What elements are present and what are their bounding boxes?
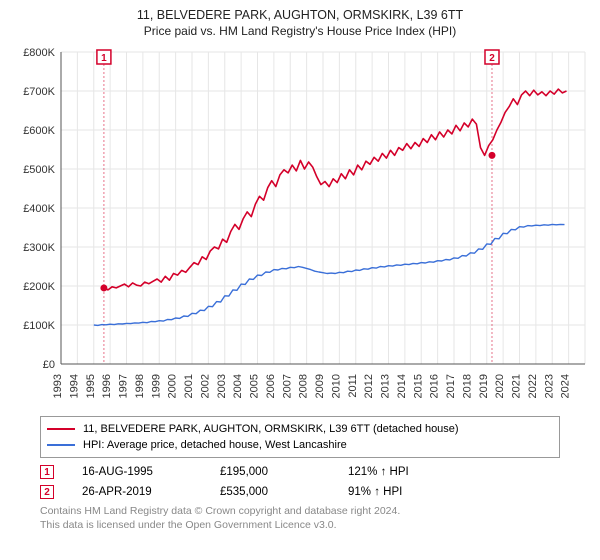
- svg-text:1995: 1995: [85, 374, 97, 398]
- chart-svg: £0 £100K £200K £300K £400K £500K £600K £700K £80…: [9, 44, 591, 410]
- svg-text:2020: 2020: [494, 374, 506, 398]
- annotation-date: 16-AUG-1995: [82, 466, 192, 478]
- svg-text:2010: 2010: [330, 374, 342, 398]
- svg-text:2001: 2001: [183, 374, 195, 398]
- svg-text:2003: 2003: [216, 374, 228, 398]
- svg-text:1998: 1998: [134, 374, 146, 398]
- svg-text:2011: 2011: [347, 374, 359, 398]
- annotation-row: 1 16-AUG-1995 £195,000 121% ↑ HPI: [40, 462, 596, 482]
- chart-subtitle: Price paid vs. HM Land Registry's House …: [4, 24, 596, 38]
- annotation-date: 26-APR-2019: [82, 486, 192, 498]
- chart-plot: £0 £100K £200K £300K £400K £500K £600K £700K £80…: [9, 44, 591, 410]
- svg-text:2008: 2008: [298, 374, 310, 398]
- svg-text:2005: 2005: [249, 374, 261, 398]
- svg-text:2023: 2023: [543, 374, 555, 398]
- svg-text:£500K: £500K: [23, 164, 55, 176]
- footer: Contains HM Land Registry data © Crown c…: [40, 504, 596, 532]
- svg-text:1: 1: [101, 53, 107, 64]
- annotation-delta: 91% ↑ HPI: [348, 486, 402, 498]
- svg-text:2022: 2022: [527, 374, 539, 398]
- annotation-price: £535,000: [220, 486, 320, 498]
- svg-text:£800K: £800K: [23, 47, 55, 59]
- svg-text:2015: 2015: [412, 374, 424, 398]
- svg-text:2016: 2016: [429, 374, 441, 398]
- svg-text:2014: 2014: [396, 374, 408, 398]
- svg-text:£0: £0: [43, 359, 55, 371]
- svg-text:1993: 1993: [52, 374, 64, 398]
- svg-text:£300K: £300K: [23, 242, 55, 254]
- title-block: 11, BELVEDERE PARK, AUGHTON, ORMSKIRK, L…: [4, 8, 596, 38]
- svg-text:2013: 2013: [380, 374, 392, 398]
- annotation-badge: 2: [40, 485, 54, 499]
- svg-text:1997: 1997: [118, 374, 130, 398]
- chart-title: 11, BELVEDERE PARK, AUGHTON, ORMSKIRK, L…: [4, 8, 596, 22]
- annotation-row: 2 26-APR-2019 £535,000 91% ↑ HPI: [40, 482, 596, 502]
- chart-container: { "titles": { "main": "11, BELVEDERE PAR…: [0, 0, 600, 560]
- svg-text:£100K: £100K: [23, 320, 55, 332]
- legend-label: 11, BELVEDERE PARK, AUGHTON, ORMSKIRK, L…: [83, 423, 459, 435]
- svg-text:2021: 2021: [511, 374, 523, 398]
- legend-swatch: [47, 444, 75, 446]
- svg-text:£400K: £400K: [23, 203, 55, 215]
- svg-text:£200K: £200K: [23, 281, 55, 293]
- svg-text:2009: 2009: [314, 374, 326, 398]
- legend-row: 11, BELVEDERE PARK, AUGHTON, ORMSKIRK, L…: [47, 421, 553, 437]
- legend-row: HPI: Average price, detached house, West…: [47, 437, 553, 453]
- svg-text:2004: 2004: [232, 374, 244, 398]
- legend: 11, BELVEDERE PARK, AUGHTON, ORMSKIRK, L…: [40, 416, 560, 458]
- annotation-table: 1 16-AUG-1995 £195,000 121% ↑ HPI 2 26-APR-20…: [40, 462, 596, 502]
- svg-text:2012: 2012: [363, 374, 375, 398]
- annotation-price: £195,000: [220, 466, 320, 478]
- svg-text:£600K: £600K: [23, 125, 55, 137]
- annotation-badge: 1: [40, 465, 54, 479]
- svg-text:2018: 2018: [461, 374, 473, 398]
- svg-text:2006: 2006: [265, 374, 277, 398]
- annotation-delta: 121% ↑ HPI: [348, 466, 409, 478]
- footer-line-2: This data is licensed under the Open Gov…: [40, 518, 596, 532]
- svg-text:2024: 2024: [560, 374, 572, 398]
- svg-text:2002: 2002: [199, 374, 211, 398]
- svg-text:1996: 1996: [101, 374, 113, 398]
- svg-text:1999: 1999: [150, 374, 162, 398]
- svg-text:2007: 2007: [281, 374, 293, 398]
- svg-text:2017: 2017: [445, 374, 457, 398]
- svg-text:2: 2: [489, 53, 495, 64]
- svg-text:2000: 2000: [167, 374, 179, 398]
- legend-swatch: [47, 428, 75, 430]
- legend-label: HPI: Average price, detached house, West…: [83, 439, 347, 451]
- svg-text:2019: 2019: [478, 374, 490, 398]
- footer-line-1: Contains HM Land Registry data © Crown c…: [40, 504, 596, 518]
- svg-text:£700K: £700K: [23, 86, 55, 98]
- svg-text:1994: 1994: [68, 374, 80, 398]
